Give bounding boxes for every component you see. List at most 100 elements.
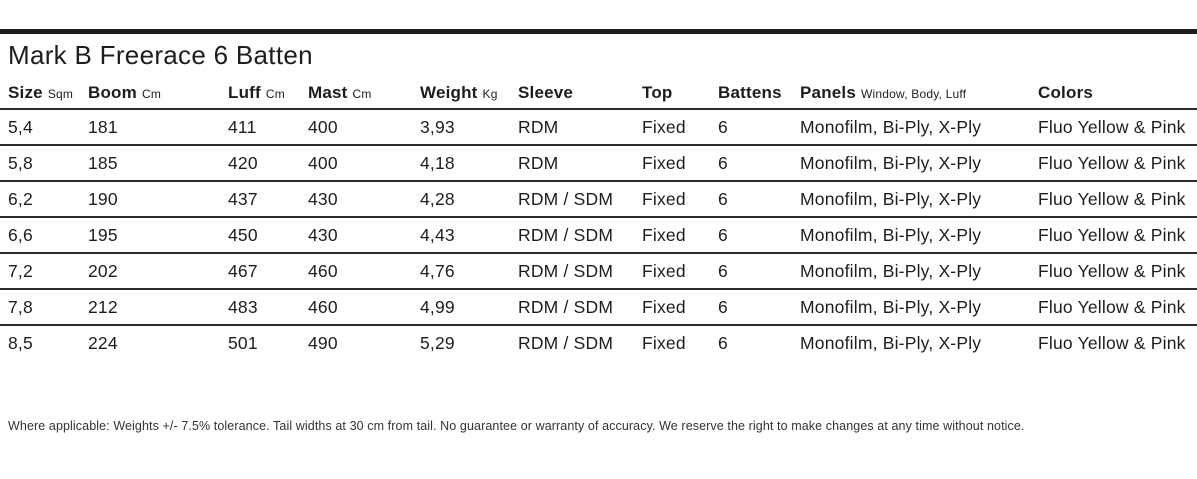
table-cell: 430 [308,181,420,218]
table-cell: 460 [308,289,420,326]
table-cell: RDM [518,109,642,146]
top-rule [0,29,1197,34]
table-cell: RDM / SDM [518,253,642,290]
table-cell: 4,76 [420,253,518,290]
table-cell: 437 [228,181,308,218]
table-cell: 420 [228,145,308,182]
column-header-luff: Luff Cm [228,78,308,110]
column-label: Colors [1038,83,1094,102]
column-header-colors: Colors [1038,78,1197,110]
table-cell: RDM / SDM [518,289,642,326]
table-cell: 6 [718,145,800,182]
table-cell: 6 [718,109,800,146]
table-cell: Fluo Yellow & Pink [1038,145,1197,182]
table-cell: 3,93 [420,109,518,146]
table-cell: 185 [88,145,228,182]
table-cell: 7,8 [0,289,88,326]
table-cell: RDM / SDM [518,181,642,218]
table-cell: 8,5 [8,332,33,353]
table-cell: 483 [228,289,308,326]
table-cell: 6 [718,181,800,218]
column-unit: Cm [265,87,285,101]
table-cell: Fixed [642,253,718,290]
table-cell: 400 [308,145,420,182]
column-label: Weight [420,83,478,102]
table-cell: Fixed [642,289,718,326]
column-label: Sleeve [518,83,574,102]
table-cell: 490 [308,332,338,353]
column-header-top: Top [642,78,718,110]
table-cell: 411 [228,109,308,146]
footnote: Where applicable: Weights +/- 7.5% toler… [8,419,1025,433]
column-header-weight: Weight Kg [420,78,518,110]
table-cell: 7,2 [0,253,88,290]
table-row: 7,2 202 467 460 4,76 RDM / SDM Fixed 6 Monofilm,… [0,253,1197,290]
page-title: Mark B Freerace 6 Batten [8,40,313,70]
column-label: Boom [88,83,137,102]
table-row: 7,8 212 483 460 4,99 RDM / SDM Fixed 6 Monofilm,… [0,289,1197,326]
column-label: Battens [718,83,782,102]
table-cell: Fluo Yellow & Pink [1038,181,1197,218]
table-cell: 467 [228,253,308,290]
table-cell: Fluo Yellow & Pink [1038,217,1197,254]
table-cell: 181 [88,109,228,146]
table-cell: 400 [308,109,420,146]
table-cell: RDM [518,145,642,182]
table-cell: Fluo Yellow & Pink [1038,289,1197,326]
table-cell: Monofilm, Bi-Ply, X-Ply [800,181,1038,218]
spec-table-body: 5,4 181 411 400 3,93 RDM Fixed 6 Monofilm, Bi-Pl… [0,109,1197,360]
table-row: 8,5 224 501 490 5,29 RDM / SDM Fixed 6 Monofilm,… [0,325,1197,360]
table-cell: 501 [228,332,258,353]
table-cell: 4,18 [420,145,518,182]
column-label: Top [642,83,673,102]
column-unit: Sqm [47,87,74,101]
table-cell: Fluo Yellow & Pink [1038,109,1197,146]
table-cell: 6,6 [0,217,88,254]
table-cell: 4,99 [420,289,518,326]
column-header-sleeve: Sleeve [518,78,642,110]
column-header-panels: Panels Window, Body, Luff [800,78,1038,110]
column-label: Luff [228,83,261,102]
column-header-mast: Mast Cm [308,78,420,110]
table-cell: Monofilm, Bi-Ply, X-Ply [800,145,1038,182]
table-cell: 202 [88,253,228,290]
column-unit: Kg [482,87,498,101]
column-unit: Cm [352,87,372,101]
table-cell: 4,28 [420,181,518,218]
table-cell: Fixed [642,217,718,254]
table-cell: 6 [718,217,800,254]
table-cell: RDM / SDM [518,332,614,353]
spec-table: Size Sqm Boom Cm Luff Cm Mast Cm Weight Kg Sleeve T… [0,78,1197,360]
table-cell: 430 [308,217,420,254]
table-cell: 5,8 [0,145,88,182]
column-unit: Window, Body, Luff [861,87,967,101]
table-cell: 6 [718,332,728,353]
table-cell: Monofilm, Bi-Ply, X-Ply [800,109,1038,146]
table-cell: 224 [88,332,118,353]
table-cell: 6 [718,289,800,326]
table-cell: Fixed [642,332,686,353]
table-cell: Fixed [642,181,718,218]
table-cell: 5,29 [420,332,455,353]
table-cell: 460 [308,253,420,290]
column-header-boom: Boom Cm [88,78,228,110]
table-cell: 5,4 [0,109,88,146]
table-cell: Monofilm, Bi-Ply, X-Ply [800,289,1038,326]
column-label: Size [8,83,43,102]
table-cell: Monofilm, Bi-Ply, X-Ply [800,217,1038,254]
table-cell: Fluo Yellow & Pink [1038,332,1186,353]
column-header-battens: Battens [718,78,800,110]
table-cell: RDM / SDM [518,217,642,254]
column-unit: Cm [141,87,162,101]
column-header-size: Size Sqm [0,78,88,110]
table-cell: 6 [718,253,800,290]
table-cell: 212 [88,289,228,326]
table-cell: Monofilm, Bi-Ply, X-Ply [800,332,982,353]
table-row: 5,4 181 411 400 3,93 RDM Fixed 6 Monofilm, Bi-Pl… [0,109,1197,146]
table-cell: 450 [228,217,308,254]
table-cell: Fluo Yellow & Pink [1038,253,1197,290]
table-cell: 6,2 [0,181,88,218]
table-cell: Fixed [642,145,718,182]
table-row: 6,6 195 450 430 4,43 RDM / SDM Fixed 6 Monofilm,… [0,217,1197,254]
